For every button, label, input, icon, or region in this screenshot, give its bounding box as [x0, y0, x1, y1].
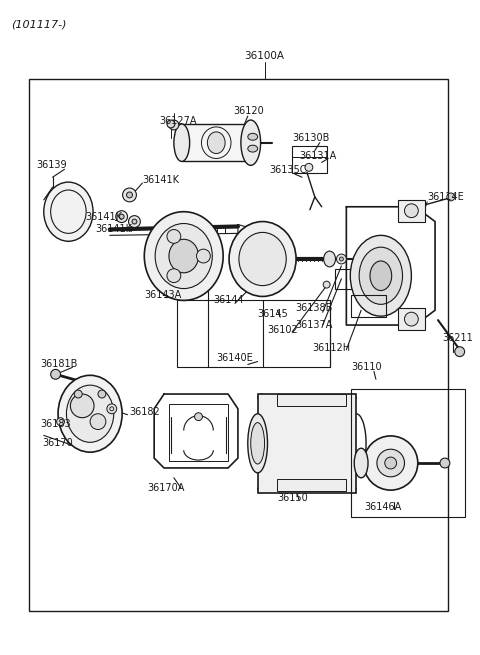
Ellipse shape: [359, 247, 403, 305]
Bar: [397, 309, 425, 330]
Text: 36182: 36182: [130, 407, 160, 417]
Circle shape: [107, 404, 117, 414]
Ellipse shape: [370, 261, 392, 291]
Ellipse shape: [144, 212, 223, 301]
Text: 36135C: 36135C: [269, 165, 307, 176]
Ellipse shape: [174, 124, 190, 161]
Text: 36131A: 36131A: [299, 151, 336, 160]
Circle shape: [169, 120, 179, 130]
Text: 36102: 36102: [267, 325, 298, 335]
Circle shape: [405, 204, 418, 217]
Ellipse shape: [248, 134, 258, 140]
Ellipse shape: [229, 221, 296, 297]
Ellipse shape: [363, 436, 418, 490]
Circle shape: [116, 211, 128, 223]
Circle shape: [119, 214, 124, 219]
Text: 36127A: 36127A: [159, 116, 197, 126]
Ellipse shape: [207, 132, 225, 153]
Bar: [29, 79, 448, 611]
Text: 36181B: 36181B: [41, 360, 78, 369]
Text: 36143A: 36143A: [144, 290, 181, 301]
Circle shape: [129, 215, 140, 227]
Circle shape: [405, 312, 418, 326]
Ellipse shape: [324, 251, 336, 267]
Circle shape: [336, 254, 347, 264]
Circle shape: [51, 369, 60, 379]
Bar: [258, 394, 356, 493]
Text: 36141K: 36141K: [95, 225, 132, 234]
Text: 36110: 36110: [351, 362, 382, 373]
Text: 36183: 36183: [41, 419, 72, 428]
Bar: [292, 145, 326, 174]
Bar: [277, 479, 347, 491]
Text: 36150: 36150: [277, 493, 308, 502]
Text: 36145: 36145: [258, 309, 288, 319]
Circle shape: [377, 449, 405, 477]
Bar: [351, 295, 386, 317]
Ellipse shape: [239, 233, 286, 286]
Text: 36211: 36211: [442, 333, 473, 343]
Bar: [182, 124, 251, 161]
Text: 36146A: 36146A: [364, 502, 401, 512]
Bar: [351, 389, 465, 517]
Circle shape: [196, 249, 210, 263]
Text: 36139: 36139: [36, 160, 67, 170]
Circle shape: [71, 394, 94, 418]
Ellipse shape: [44, 182, 93, 241]
Bar: [177, 301, 330, 367]
Circle shape: [305, 163, 313, 172]
Text: 36138B: 36138B: [295, 303, 333, 313]
Circle shape: [122, 188, 136, 202]
Text: 36170A: 36170A: [147, 483, 185, 493]
Circle shape: [57, 418, 64, 426]
Ellipse shape: [66, 385, 114, 442]
Text: 36100A: 36100A: [244, 51, 285, 61]
Bar: [277, 394, 347, 406]
Ellipse shape: [248, 145, 258, 152]
Circle shape: [167, 120, 175, 128]
Circle shape: [385, 457, 396, 469]
Circle shape: [74, 390, 82, 398]
Circle shape: [339, 257, 343, 261]
Text: 36112H: 36112H: [312, 343, 350, 352]
Text: 36170: 36170: [43, 438, 73, 448]
Circle shape: [440, 458, 450, 468]
Ellipse shape: [169, 239, 199, 272]
Circle shape: [447, 193, 455, 201]
Bar: [397, 200, 425, 221]
Text: (101117-): (101117-): [11, 20, 67, 29]
Circle shape: [167, 269, 181, 282]
Ellipse shape: [241, 120, 261, 165]
Circle shape: [98, 390, 106, 398]
Text: 36141K: 36141K: [85, 212, 122, 221]
Bar: [335, 269, 374, 289]
Circle shape: [90, 414, 106, 430]
Text: 36140E: 36140E: [216, 352, 253, 363]
Circle shape: [167, 229, 181, 243]
Circle shape: [132, 219, 137, 224]
Text: 36114E: 36114E: [427, 192, 464, 202]
Circle shape: [455, 346, 465, 356]
Text: 36130B: 36130B: [292, 133, 329, 143]
Circle shape: [127, 192, 132, 198]
Ellipse shape: [58, 375, 122, 452]
Ellipse shape: [251, 422, 264, 464]
Text: 36137A: 36137A: [295, 320, 333, 330]
Circle shape: [194, 413, 203, 421]
Ellipse shape: [155, 223, 212, 289]
Ellipse shape: [350, 235, 411, 316]
Bar: [169, 404, 228, 461]
Text: 36144: 36144: [213, 295, 244, 305]
Text: 36141K: 36141K: [143, 175, 180, 185]
Ellipse shape: [354, 448, 368, 477]
Circle shape: [323, 281, 330, 288]
Ellipse shape: [248, 414, 267, 473]
Text: 36120: 36120: [233, 106, 264, 116]
